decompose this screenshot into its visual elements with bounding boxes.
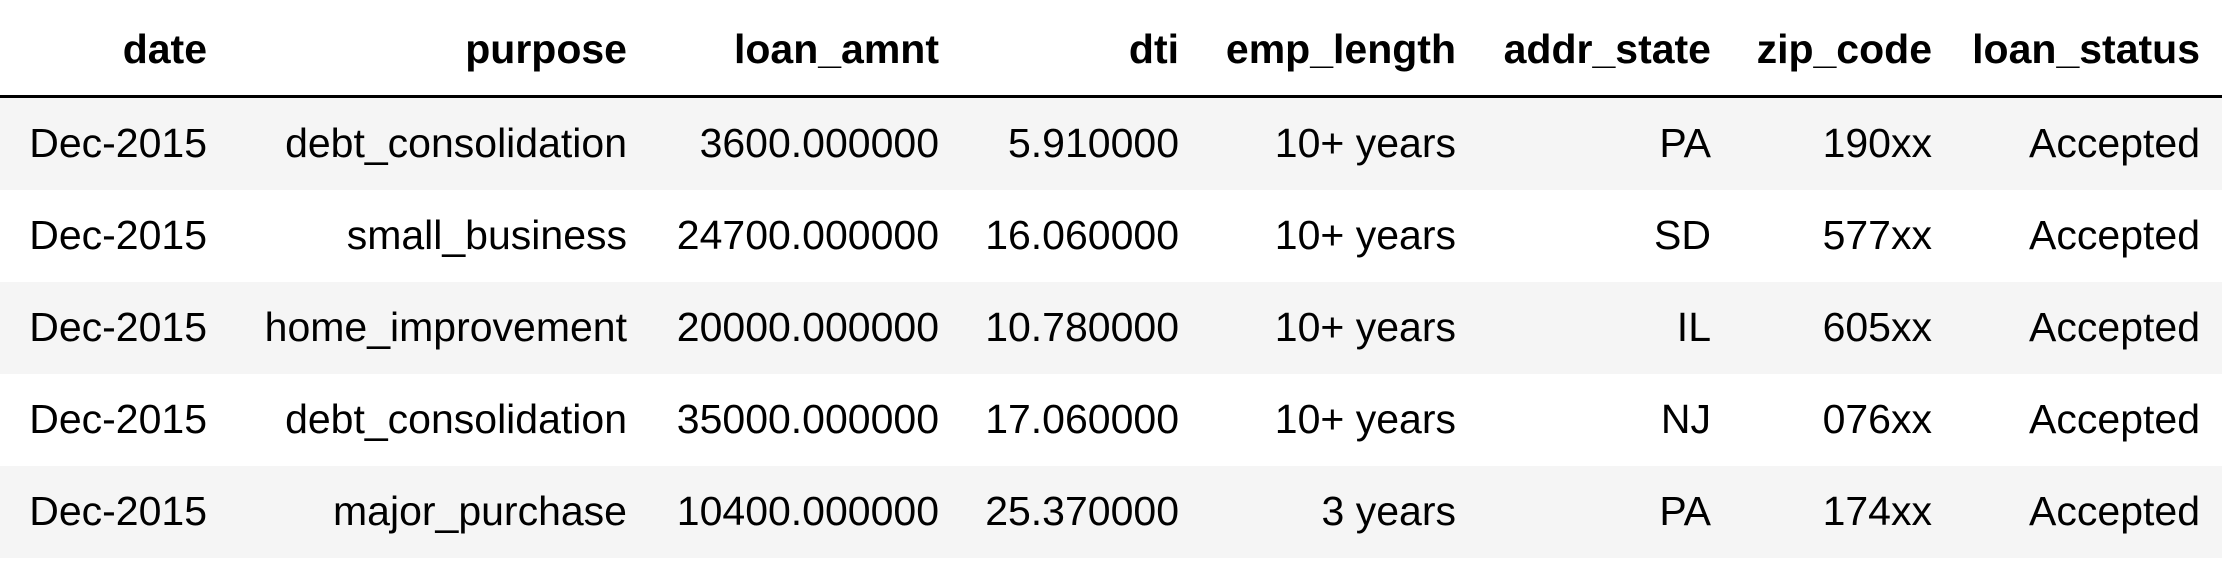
column-header-zip-code: zip_code xyxy=(1733,0,1954,98)
cell-emp-length: 10+ years xyxy=(1201,96,1478,190)
cell-purpose: major_purchase xyxy=(229,465,649,558)
cell-emp-length: 10+ years xyxy=(1201,189,1478,282)
cell-loan-status: Accepted xyxy=(1954,373,2222,466)
cell-date: Dec-2015 xyxy=(0,465,229,558)
column-header-loan-status: loan_status xyxy=(1954,0,2222,98)
cell-addr-state: PA xyxy=(1478,96,1733,190)
cell-purpose: small_business xyxy=(229,189,649,282)
cell-zip-code: 605xx xyxy=(1733,281,1954,374)
table-row: Dec-2015 home_improvement 20000.000000 1… xyxy=(0,281,2222,374)
table-body: Dec-2015 debt_consolidation 3600.000000 … xyxy=(0,96,2222,558)
cell-emp-length: 10+ years xyxy=(1201,373,1478,466)
table-row: Dec-2015 debt_consolidation 35000.000000… xyxy=(0,373,2222,466)
table-row: Dec-2015 debt_consolidation 3600.000000 … xyxy=(0,96,2222,190)
cell-date: Dec-2015 xyxy=(0,281,229,374)
cell-emp-length: 3 years xyxy=(1201,465,1478,558)
cell-zip-code: 076xx xyxy=(1733,373,1954,466)
cell-emp-length: 10+ years xyxy=(1201,281,1478,374)
column-header-addr-state: addr_state xyxy=(1478,0,1733,98)
cell-dti: 5.910000 xyxy=(961,96,1201,190)
column-header-dti: dti xyxy=(961,0,1201,98)
cell-zip-code: 190xx xyxy=(1733,96,1954,190)
table-header: date purpose loan_amnt dti emp_length ad… xyxy=(0,0,2222,98)
cell-loan-status: Accepted xyxy=(1954,281,2222,374)
column-header-loan-amnt: loan_amnt xyxy=(649,0,961,98)
cell-loan-amnt: 3600.000000 xyxy=(649,96,961,190)
cell-loan-amnt: 35000.000000 xyxy=(649,373,961,466)
cell-zip-code: 174xx xyxy=(1733,465,1954,558)
table-row: Dec-2015 small_business 24700.000000 16.… xyxy=(0,189,2222,282)
cell-date: Dec-2015 xyxy=(0,373,229,466)
cell-purpose: home_improvement xyxy=(229,281,649,374)
cell-date: Dec-2015 xyxy=(0,96,229,190)
column-header-date: date xyxy=(0,0,229,98)
cell-loan-status: Accepted xyxy=(1954,189,2222,282)
cell-addr-state: NJ xyxy=(1478,373,1733,466)
cell-purpose: debt_consolidation xyxy=(229,96,649,190)
cell-dti: 25.370000 xyxy=(961,465,1201,558)
cell-loan-amnt: 24700.000000 xyxy=(649,189,961,282)
cell-dti: 16.060000 xyxy=(961,189,1201,282)
column-header-emp-length: emp_length xyxy=(1201,0,1478,98)
cell-dti: 10.780000 xyxy=(961,281,1201,374)
cell-addr-state: PA xyxy=(1478,465,1733,558)
table-row: Dec-2015 major_purchase 10400.000000 25.… xyxy=(0,465,2222,558)
cell-loan-amnt: 20000.000000 xyxy=(649,281,961,374)
cell-loan-status: Accepted xyxy=(1954,96,2222,190)
cell-addr-state: SD xyxy=(1478,189,1733,282)
cell-loan-status: Accepted xyxy=(1954,465,2222,558)
cell-purpose: debt_consolidation xyxy=(229,373,649,466)
header-row: date purpose loan_amnt dti emp_length ad… xyxy=(0,0,2222,98)
cell-date: Dec-2015 xyxy=(0,189,229,282)
cell-dti: 17.060000 xyxy=(961,373,1201,466)
cell-addr-state: IL xyxy=(1478,281,1733,374)
cell-loan-amnt: 10400.000000 xyxy=(649,465,961,558)
column-header-purpose: purpose xyxy=(229,0,649,98)
cell-zip-code: 577xx xyxy=(1733,189,1954,282)
